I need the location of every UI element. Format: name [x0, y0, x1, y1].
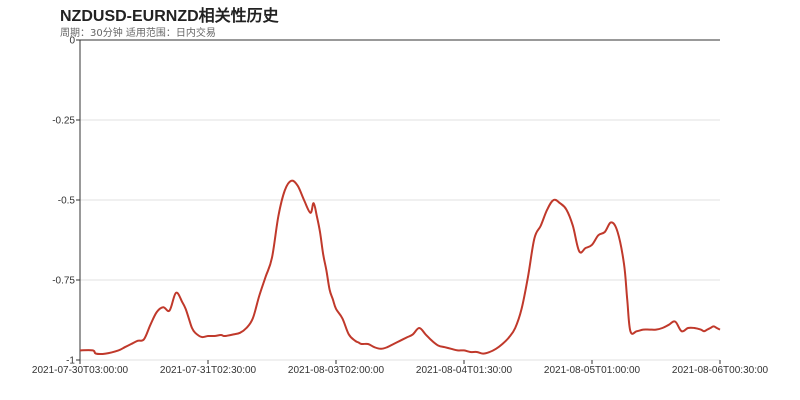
- x-tick-label: 2021-08-04T01:30:00: [416, 365, 513, 376]
- x-tick-label: 2021-08-05T01:00:00: [544, 365, 641, 376]
- x-tick-label: 2021-08-03T02:00:00: [288, 365, 385, 376]
- y-tick-labels: 0 -0.25 -0.5 -0.75 -1: [52, 36, 75, 367]
- y-tick-label: -1: [66, 356, 75, 367]
- x-tick-label: 2021-07-31T02:30:00: [160, 365, 257, 376]
- series-line: [79, 179, 721, 356]
- series-layer: [79, 179, 721, 356]
- x-tick-label: 2021-08-06T00:30:00: [672, 365, 769, 376]
- y-tick-label: 0: [69, 36, 75, 47]
- chart-subtitle: 周期：30分钟 适用范围：日内交易: [60, 28, 216, 39]
- chart-title: NZDUSD-EURNZD相关性历史: [60, 8, 279, 25]
- y-tick-label: -0.5: [58, 196, 76, 207]
- y-tick-label: -0.25: [52, 116, 75, 127]
- x-tick-labels: 2021-07-30T03:00:00 2021-07-31T02:30:00 20…: [32, 365, 769, 376]
- y-tick-label: -0.75: [52, 276, 75, 287]
- axes: [76, 39, 721, 364]
- x-tick-label: 2021-07-30T03:00:00: [32, 365, 129, 376]
- grid-lines: [80, 39, 720, 361]
